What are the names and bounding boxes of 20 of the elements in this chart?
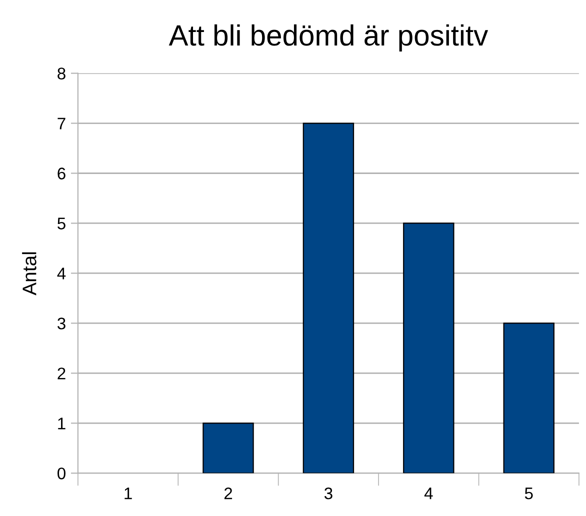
y-tick-label: 0 <box>58 468 66 480</box>
x-tick-label: 5 <box>524 488 533 500</box>
y-tick-label: 3 <box>58 318 66 330</box>
bar <box>302 122 354 474</box>
x-tick-label: 1 <box>124 488 132 500</box>
x-tick-label: 2 <box>224 488 232 500</box>
y-axis-title: Antal <box>22 252 36 296</box>
y-tick-label: 2 <box>58 368 66 380</box>
y-tick-label: 8 <box>58 68 66 80</box>
y-tick-label: 5 <box>58 218 66 230</box>
x-tick-label: 3 <box>324 488 332 500</box>
y-tick-label: 7 <box>58 118 66 130</box>
bar <box>503 322 554 474</box>
bar <box>403 222 454 474</box>
y-tick-label: 6 <box>58 168 66 180</box>
y-tick-label: 1 <box>58 418 66 430</box>
chart-title: Att bli bedömd är posititv <box>168 24 488 52</box>
x-tick-label: 4 <box>424 488 433 500</box>
y-tick-label: 4 <box>57 268 66 280</box>
bar <box>202 422 254 474</box>
